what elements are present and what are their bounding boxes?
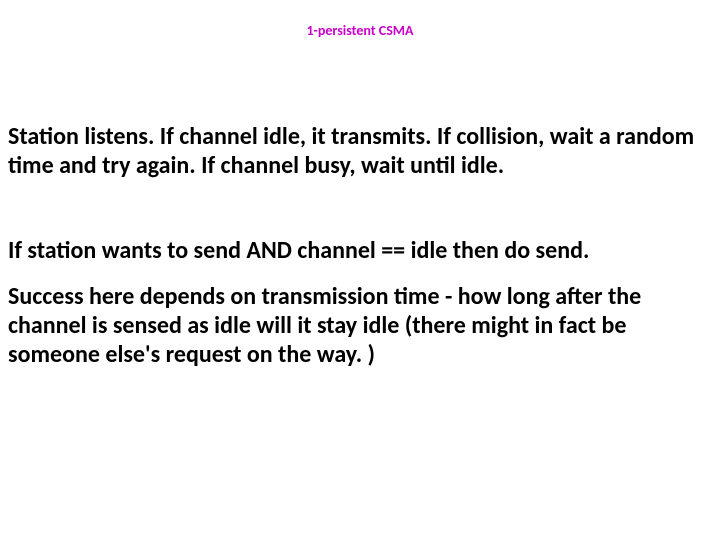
paragraph-3: Success here depends on transmission tim…	[8, 283, 712, 369]
paragraph-1: Station listens. If channel idle, it tra…	[8, 123, 712, 181]
title-text: 1-persistent CSMA	[306, 22, 413, 39]
paragraph-2: If station wants to send AND channel == …	[8, 237, 712, 266]
slide-content: Station listens. If channel idle, it tra…	[0, 123, 720, 370]
slide-title: 1-persistent CSMA	[0, 0, 720, 39]
